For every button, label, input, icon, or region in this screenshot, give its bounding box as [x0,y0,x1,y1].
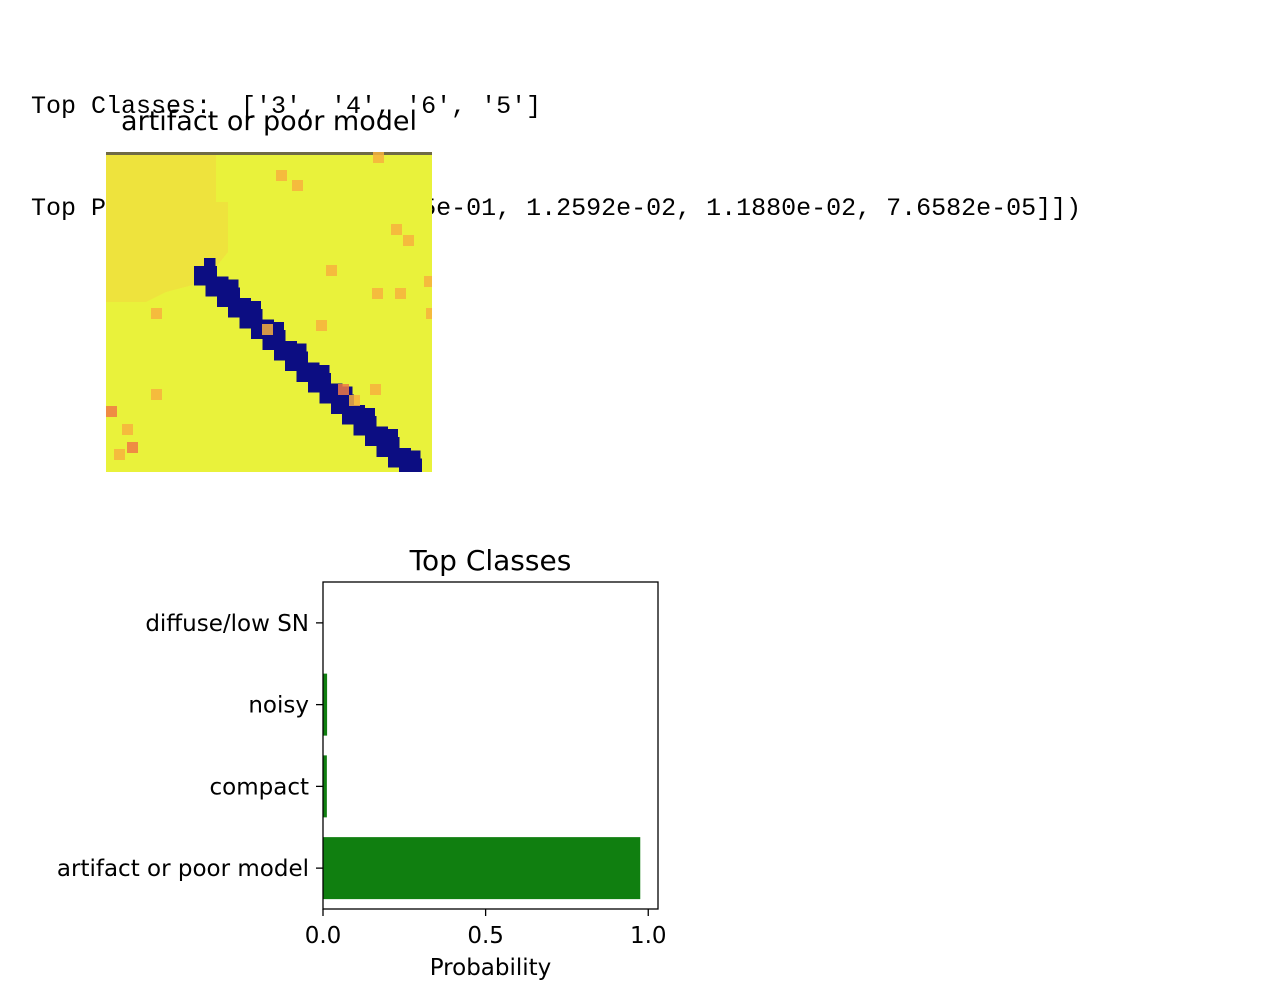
speckle-pixel [127,442,138,453]
y-tick-label: noisy [248,693,309,719]
speckle-pixel [262,324,273,335]
bar [323,837,641,900]
heatmap-upper-region [106,154,228,302]
speckle-pixel [349,395,360,406]
speckle-pixel [326,265,337,276]
speckle-pixel [372,288,383,299]
speckle-pixel [292,180,303,191]
x-axis-label: Probability [430,955,552,981]
bar [323,673,328,736]
chart-title: Top Classes [409,544,572,577]
speckle-pixel [338,384,349,395]
y-tick-label: diffuse/low SN [145,611,309,637]
y-tick-label: artifact or poor model [57,856,309,882]
speckle-pixel [373,152,384,163]
streak-pixel [295,343,307,356]
streak-pixel [318,365,330,377]
speckle-pixel [424,276,432,287]
streak-pixel [363,407,376,420]
speckle-pixel [151,308,162,319]
speckle-pixel [395,288,406,299]
speckle-pixel [391,224,402,235]
plot-frame [322,581,659,910]
x-tick-label: 1.0 [630,923,667,949]
x-tick-label: 0.5 [467,923,504,949]
streak-pixel [249,300,262,313]
streak-pixel [204,258,216,270]
streak-pixel [272,322,284,334]
speckle-pixel [276,170,287,181]
top-classes-chart: artifact or poor model compact noisy diffus… [57,544,667,981]
speckle-pixel [403,235,414,246]
input-heatmap-image [106,152,432,472]
streak-pixel [409,450,421,463]
speckle-pixel [370,384,381,395]
top-classes-line: Top Classes: ['3', '4', '6', '5'] [31,92,542,121]
streak-pixel [386,429,398,441]
speckle-pixel [122,424,133,435]
image-title: artifact or poor model [121,106,417,137]
x-tick-label: 0.0 [305,923,342,949]
streak-pixel [226,279,239,291]
speckle-pixel [106,406,117,417]
speckle-pixel [114,449,125,460]
speckle-pixel [151,389,162,400]
y-tick-label: compact [210,774,309,800]
bar [323,755,327,818]
speckle-pixel [426,308,432,319]
heatmap-top-edge [106,152,432,155]
speckle-pixel [316,320,327,331]
